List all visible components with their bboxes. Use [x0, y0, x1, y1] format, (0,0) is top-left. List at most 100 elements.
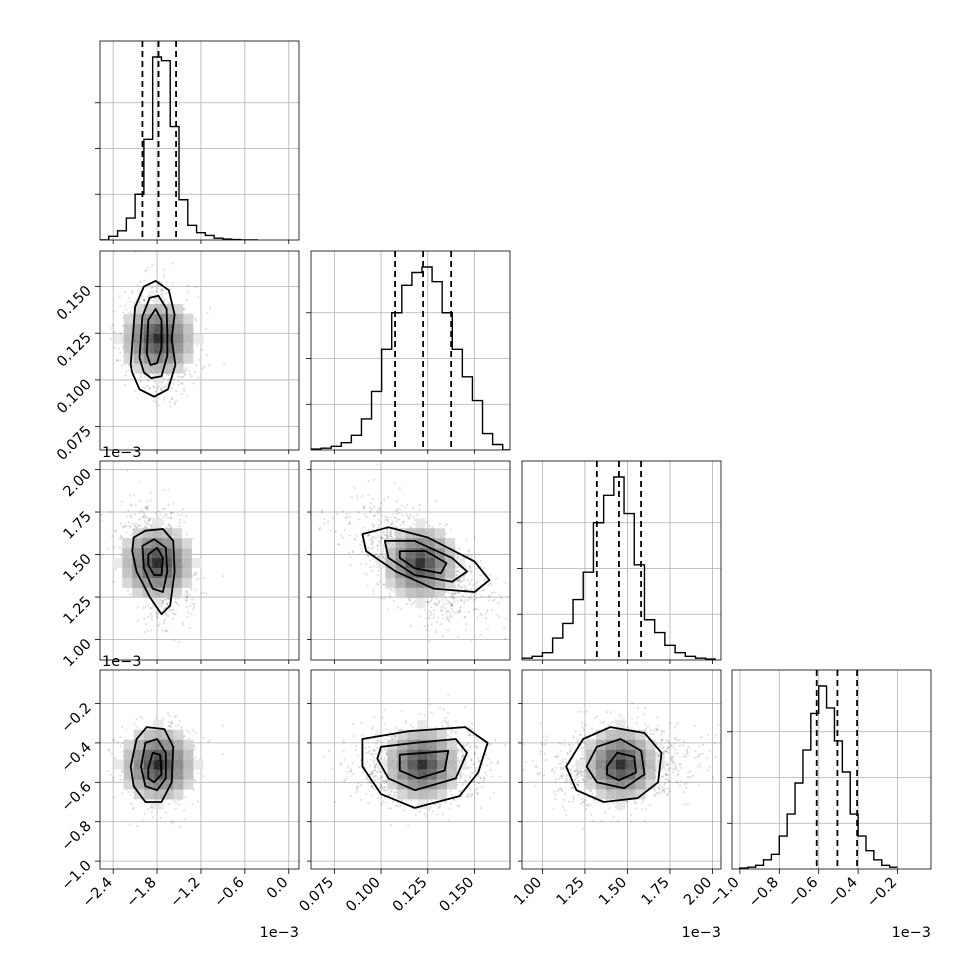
- sample-point: [398, 518, 401, 521]
- sample-point: [165, 281, 168, 284]
- sample-point: [351, 550, 354, 553]
- sample-point: [348, 552, 351, 555]
- sample-point: [427, 601, 430, 604]
- sample-point: [110, 327, 113, 330]
- sample-point: [451, 596, 454, 599]
- sample-point: [113, 346, 116, 350]
- sample-point: [164, 297, 167, 301]
- sample-point: [129, 525, 133, 528]
- sample-point: [186, 729, 189, 732]
- sample-point: [476, 757, 479, 760]
- sample-point: [148, 516, 151, 520]
- sample-point: [458, 577, 462, 581]
- sample-point: [452, 610, 455, 613]
- sample-point: [386, 528, 389, 531]
- density-cell: [425, 587, 436, 598]
- sample-point: [375, 537, 378, 540]
- sample-point: [165, 513, 168, 516]
- sample-point: [187, 737, 190, 740]
- sample-point: [154, 400, 158, 404]
- density-cell: [183, 759, 194, 770]
- sample-point: [125, 308, 128, 311]
- sample-point: [165, 602, 169, 606]
- sample-point: [450, 602, 453, 605]
- sample-point: [161, 289, 164, 292]
- sample-point: [146, 519, 150, 522]
- sample-point: [369, 501, 372, 504]
- sample-point: [150, 615, 154, 618]
- sample-point: [464, 628, 467, 632]
- sample-point: [196, 577, 199, 581]
- sample-point: [143, 513, 146, 516]
- sample-point: [205, 354, 209, 357]
- sample-point: [163, 488, 166, 491]
- density-cell: [152, 597, 163, 608]
- sample-point: [376, 544, 380, 548]
- sample-point: [379, 536, 383, 539]
- sample-point: [390, 530, 393, 533]
- sample-point: [448, 619, 451, 623]
- density-cell: [405, 548, 416, 559]
- sample-point: [185, 599, 188, 602]
- sample-point: [145, 521, 148, 525]
- sample-point: [468, 566, 471, 569]
- density-cell: [143, 739, 154, 750]
- sample-point: [156, 386, 159, 389]
- sample-point: [468, 581, 471, 584]
- sample-point: [172, 502, 175, 505]
- sample-point: [185, 606, 188, 609]
- density-cell: [123, 323, 134, 334]
- sample-point: [460, 580, 464, 583]
- sample-point: [362, 505, 366, 508]
- sample-point: [337, 543, 341, 546]
- sample-point: [517, 575, 519, 577]
- sample-point: [488, 594, 491, 597]
- sample-point: [361, 494, 364, 498]
- sample-point: [486, 610, 489, 613]
- sample-point: [154, 512, 157, 515]
- sample-point: [381, 750, 384, 753]
- sample-point: [175, 601, 178, 604]
- sample-point: [366, 534, 370, 537]
- sample-point: [139, 280, 142, 283]
- sample-point: [450, 602, 453, 605]
- density-cell: [143, 363, 154, 374]
- sample-point: [464, 588, 467, 591]
- sample-point: [388, 530, 391, 533]
- sample-point: [453, 591, 456, 594]
- sample-point: [119, 774, 122, 777]
- sample-point: [152, 386, 155, 389]
- sample-point: [476, 616, 479, 619]
- sample-point: [189, 588, 193, 591]
- sample-point: [139, 374, 142, 377]
- sample-point: [174, 613, 177, 616]
- sample-point: [384, 515, 387, 518]
- density-cell: [163, 759, 174, 770]
- sample-point: [443, 607, 447, 610]
- sample-point: [183, 389, 186, 393]
- sample-point: [132, 806, 135, 810]
- sample-point: [141, 716, 144, 720]
- sample-point: [147, 615, 150, 618]
- sample-point: [486, 608, 489, 612]
- sample-point: [475, 597, 478, 600]
- sample-point: [149, 491, 153, 494]
- sample-point: [433, 601, 437, 604]
- sample-point: [337, 542, 340, 546]
- density-cell: [123, 769, 134, 780]
- density-cell: [173, 353, 184, 364]
- sample-point: [399, 523, 402, 527]
- sample-point: [144, 269, 147, 272]
- sample-point: [480, 594, 483, 597]
- sample-point: [400, 608, 403, 611]
- sample-point: [383, 533, 386, 536]
- sample-point: [163, 385, 166, 388]
- sample-point: [393, 482, 396, 485]
- sample-point: [498, 593, 501, 596]
- sample-point: [387, 521, 390, 524]
- sample-point: [453, 600, 456, 603]
- sample-point: [377, 555, 380, 558]
- sample-point: [463, 584, 466, 587]
- sample-point: [450, 604, 453, 608]
- sample-point: [188, 369, 191, 372]
